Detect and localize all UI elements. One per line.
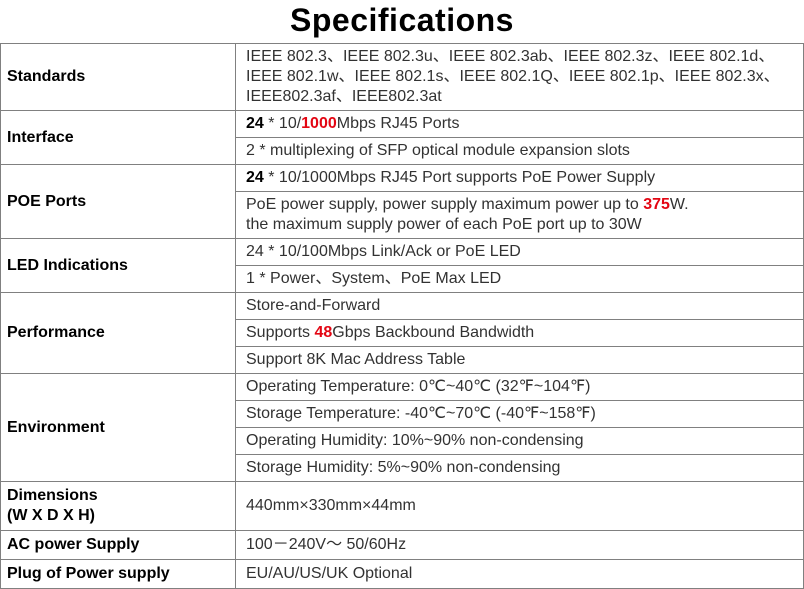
value-perf-3: Support 8K Mac Address Table bbox=[236, 347, 804, 374]
value-poe-1: 24 * 10/1000Mbps RJ45 Port supports PoE … bbox=[236, 165, 804, 192]
table-row: LED Indications 24 * 10/100Mbps Link/Ack… bbox=[1, 239, 804, 266]
label-ac-power: AC power Supply bbox=[1, 531, 236, 560]
table-row: Environment Operating Temperature: 0℃~40… bbox=[1, 374, 804, 401]
interface-speed: 1000 bbox=[301, 115, 337, 132]
page-title: Specifications bbox=[0, 0, 804, 43]
text: (W X D X H) bbox=[7, 507, 95, 524]
label-led: LED Indications bbox=[1, 239, 236, 293]
text: Mbps RJ45 Ports bbox=[337, 115, 460, 132]
text: the maximum supply power of each PoE por… bbox=[246, 216, 642, 233]
text: Supports bbox=[246, 324, 314, 341]
value-interface-1: 24 * 10/1000Mbps RJ45 Ports bbox=[236, 111, 804, 138]
value-poe-2: PoE power supply, power supply maximum p… bbox=[236, 192, 804, 239]
value-env-2: Storage Temperature: -40℃~70℃ (-40℉~158℉… bbox=[236, 401, 804, 428]
value-led-1: 24 * 10/100Mbps Link/Ack or PoE LED bbox=[236, 239, 804, 266]
value-perf-1: Store-and-Forward bbox=[236, 293, 804, 320]
table-row: Interface 24 * 10/1000Mbps RJ45 Ports bbox=[1, 111, 804, 138]
label-poe: POE Ports bbox=[1, 165, 236, 239]
specifications-table: Standards IEEE 802.3、IEEE 802.3u、IEEE 80… bbox=[0, 43, 804, 589]
table-row: Standards IEEE 802.3、IEEE 802.3u、IEEE 80… bbox=[1, 44, 804, 111]
table-row: Dimensions (W X D X H) 440mm×330mm×44mm bbox=[1, 482, 804, 531]
value-env-1: Operating Temperature: 0℃~40℃ (32℉~104℉) bbox=[236, 374, 804, 401]
table-row: POE Ports 24 * 10/1000Mbps RJ45 Port sup… bbox=[1, 165, 804, 192]
value-perf-2: Supports 48Gbps Backbound Bandwidth bbox=[236, 320, 804, 347]
text: Dimensions bbox=[7, 487, 98, 504]
value-led-2: 1 * Power、System、PoE Max LED bbox=[236, 266, 804, 293]
text: PoE power supply, power supply maximum p… bbox=[246, 196, 643, 213]
value-interface-2: 2 * multiplexing of SFP optical module e… bbox=[236, 138, 804, 165]
label-interface: Interface bbox=[1, 111, 236, 165]
text: W. bbox=[670, 196, 689, 213]
label-performance: Performance bbox=[1, 293, 236, 374]
table-row: Performance Store-and-Forward bbox=[1, 293, 804, 320]
value-plug: EU/AU/US/UK Optional bbox=[236, 560, 804, 589]
text: * 10/ bbox=[264, 115, 301, 132]
poe-watt: 375 bbox=[643, 196, 670, 213]
label-standards: Standards bbox=[1, 44, 236, 111]
text: Gbps Backbound Bandwidth bbox=[332, 324, 534, 341]
label-environment: Environment bbox=[1, 374, 236, 482]
text: * 10/1000Mbps RJ45 Port supports PoE Pow… bbox=[264, 169, 655, 186]
value-standards: IEEE 802.3、IEEE 802.3u、IEEE 802.3ab、IEEE… bbox=[236, 44, 804, 111]
poe-count: 24 bbox=[246, 169, 264, 186]
table-row: Plug of Power supply EU/AU/US/UK Optiona… bbox=[1, 560, 804, 589]
interface-count: 24 bbox=[246, 115, 264, 132]
label-dimensions: Dimensions (W X D X H) bbox=[1, 482, 236, 531]
table-row: AC power Supply 100－240V～ 50/60Hz bbox=[1, 531, 804, 560]
value-ac-power: 100－240V～ 50/60Hz bbox=[236, 531, 804, 560]
value-dimensions: 440mm×330mm×44mm bbox=[236, 482, 804, 531]
value-env-4: Storage Humidity: 5%~90% non-condensing bbox=[236, 455, 804, 482]
value-env-3: Operating Humidity: 10%~90% non-condensi… bbox=[236, 428, 804, 455]
perf-bandwidth: 48 bbox=[314, 324, 332, 341]
label-plug: Plug of Power supply bbox=[1, 560, 236, 589]
